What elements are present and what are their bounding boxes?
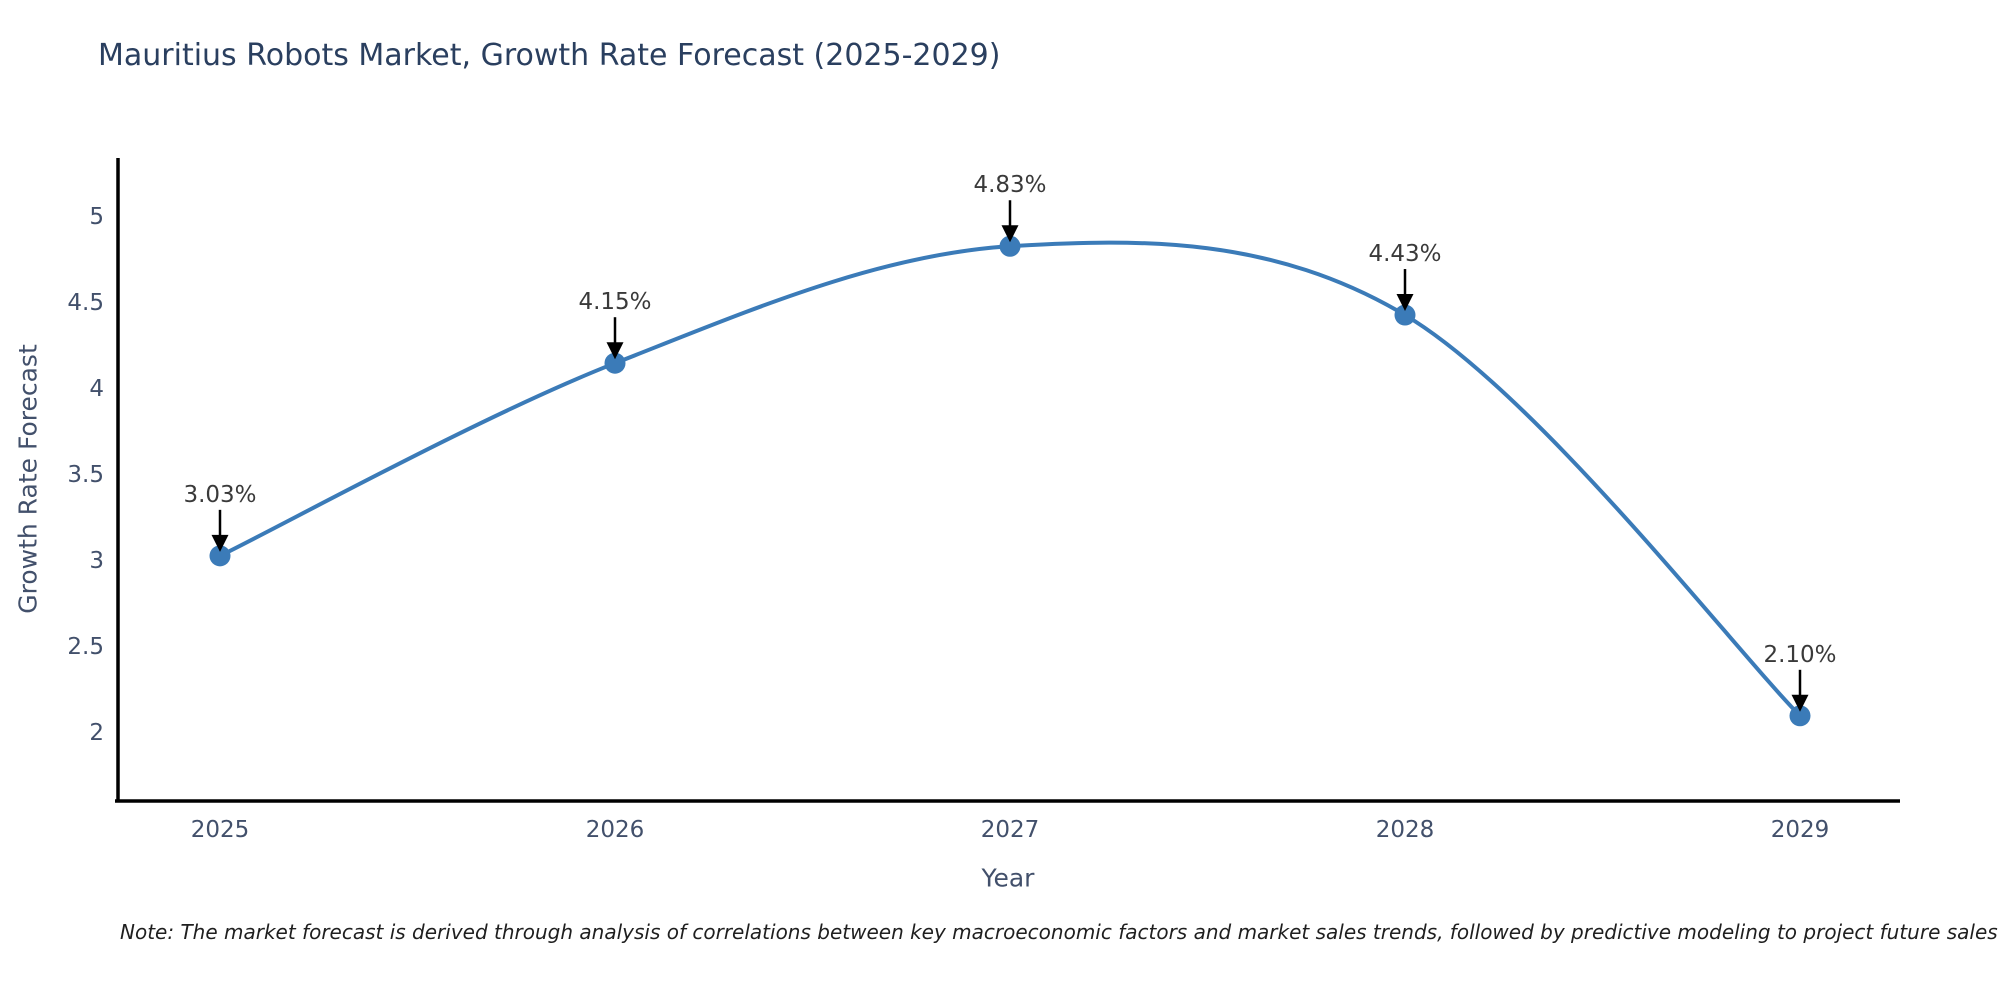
x-tick-label: 2028 bbox=[1376, 817, 1435, 843]
data-point-2026[interactable] bbox=[604, 352, 626, 374]
chart-title: Mauritius Robots Market, Growth Rate For… bbox=[98, 38, 1001, 73]
data-point-2025[interactable] bbox=[209, 545, 231, 567]
data-point-2027[interactable] bbox=[999, 235, 1021, 257]
y-tick-label: 5 bbox=[89, 204, 104, 230]
annotation-arrow-head bbox=[1791, 694, 1809, 712]
y-axis-title: Growth Rate Forecast bbox=[13, 344, 43, 614]
x-tick-label: 2027 bbox=[981, 817, 1040, 843]
y-tick-label: 2.5 bbox=[67, 634, 104, 660]
data-point-2029[interactable] bbox=[1789, 705, 1811, 727]
annotation-arrow-head bbox=[1001, 225, 1019, 243]
annotation-arrow-head bbox=[606, 342, 624, 360]
x-tick-label: 2025 bbox=[191, 817, 250, 843]
annotation-label: 4.43% bbox=[1368, 241, 1441, 267]
data-point-2028[interactable] bbox=[1394, 304, 1416, 326]
forecast-line-series bbox=[218, 240, 1802, 718]
footnote: Note: The market forecast is derived thr… bbox=[120, 920, 1998, 944]
x-axis-title: Year bbox=[981, 863, 1035, 893]
x-tick-label: 2026 bbox=[586, 817, 645, 843]
annotation-label: 3.03% bbox=[183, 482, 256, 508]
annotation-label: 2.10% bbox=[1763, 642, 1836, 668]
y-tick-label: 2 bbox=[89, 720, 104, 746]
annotation-label: 4.83% bbox=[973, 172, 1046, 198]
y-tick-label: 4 bbox=[89, 376, 104, 402]
x-tick-label: 2029 bbox=[1771, 817, 1830, 843]
annotation-label: 4.15% bbox=[578, 289, 651, 315]
y-tick-label: 3 bbox=[89, 548, 104, 574]
annotation-arrow-head bbox=[1396, 294, 1414, 312]
y-tick-label: 3.5 bbox=[67, 462, 104, 488]
y-tick-label: 4.5 bbox=[67, 290, 104, 316]
annotation-arrow-head bbox=[211, 534, 229, 552]
